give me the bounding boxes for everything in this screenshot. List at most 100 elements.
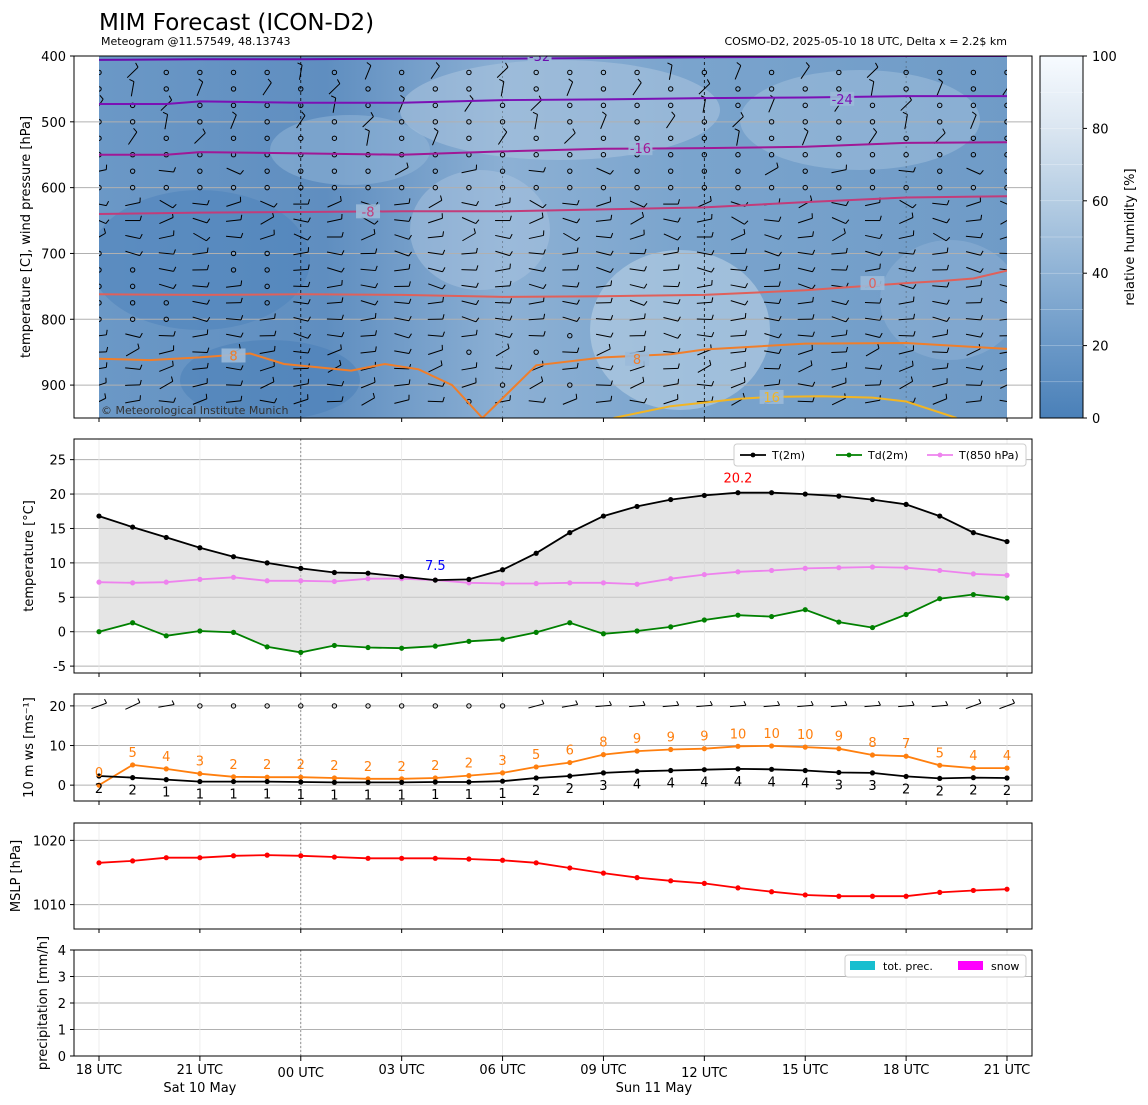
- barb-feather: [575, 393, 578, 399]
- barb-shaft: [932, 382, 948, 388]
- barb-feather: [778, 348, 782, 354]
- barb-feather: [475, 265, 479, 271]
- barb-feather: [980, 214, 983, 220]
- barb-shaft: [461, 202, 477, 207]
- barb-shaft: [461, 169, 477, 174]
- calm-wind-marker: [701, 168, 708, 174]
- barb-shaft: [629, 284, 645, 289]
- barb-feather: [677, 299, 681, 305]
- calm-wind-marker: [129, 168, 136, 174]
- colorbar-tick-label: 100: [1092, 50, 1117, 65]
- barb-shaft: [898, 301, 914, 305]
- barb-feather: [139, 215, 142, 221]
- wind-barb: [797, 396, 815, 403]
- wind-barb: [562, 316, 581, 322]
- panel-frame: [73, 822, 1033, 930]
- barb-feather: [475, 282, 479, 288]
- wind-speed-point: [970, 775, 976, 781]
- barb-feather: [297, 62, 303, 66]
- barb-shaft: [260, 216, 274, 225]
- wind-barb: [497, 127, 508, 145]
- x-tick-label: 15 UTC: [782, 1063, 828, 1078]
- barb-shaft: [663, 398, 678, 405]
- wind-barb: [91, 702, 107, 710]
- wind-barb: [630, 200, 648, 208]
- mslp-line: [98, 854, 1008, 898]
- wind-barb: [293, 199, 311, 205]
- wind-barb: [495, 343, 510, 357]
- t2m-point: [331, 569, 338, 576]
- wind-barb: [663, 247, 680, 256]
- wind-barb: [394, 234, 412, 240]
- y-tick-label: 0: [58, 779, 66, 794]
- barb-shaft: [495, 202, 510, 207]
- barb-feather: [879, 215, 882, 221]
- barb-shaft: [259, 350, 275, 354]
- barb-feather: [433, 127, 439, 132]
- gust-point: [668, 746, 674, 753]
- wind-barb: [663, 217, 681, 223]
- wind-barb: [226, 196, 242, 207]
- barb-feather: [307, 281, 311, 287]
- barb-shaft: [192, 351, 208, 353]
- mslp-point: [365, 855, 371, 861]
- barb-feather: [812, 296, 814, 302]
- td2m-point: [668, 624, 674, 630]
- barb-feather: [744, 300, 749, 306]
- calm-wind-marker: [869, 168, 876, 174]
- wind-barb: [427, 231, 445, 239]
- calm-wind-marker: [298, 135, 304, 141]
- barb-shaft: [130, 81, 135, 97]
- calm-wind-marker: [331, 168, 338, 174]
- wind-speed-point: [499, 778, 506, 784]
- wind-barb: [192, 299, 210, 305]
- mslp-point: [768, 889, 775, 895]
- wind-speed-label: 4: [700, 776, 708, 791]
- calm-wind-marker: [99, 86, 102, 92]
- barb-shaft: [293, 350, 309, 354]
- wind-barb: [99, 393, 107, 403]
- barb-feather: [341, 381, 345, 387]
- barb-feather: [608, 343, 611, 349]
- barb-shaft: [965, 219, 981, 222]
- calm-wind-marker: [163, 316, 169, 322]
- calm-wind-marker: [836, 135, 842, 141]
- legend-label: T(850 hPa): [958, 449, 1019, 462]
- calm-wind-marker: [735, 152, 741, 158]
- wind-barb: [764, 379, 781, 387]
- gust-point: [96, 782, 102, 788]
- barb-shaft: [427, 383, 443, 387]
- wind-barb: [663, 281, 681, 288]
- barb-feather: [913, 249, 916, 255]
- wind-barb: [192, 393, 208, 405]
- barb-feather: [980, 395, 983, 401]
- wind-barb: [595, 280, 613, 288]
- barb-shaft: [125, 202, 141, 207]
- barb-shaft: [125, 384, 141, 386]
- barb-shaft: [999, 252, 1007, 254]
- barb-feather: [576, 299, 580, 305]
- t850-point: [869, 564, 876, 570]
- barb-feather: [442, 331, 445, 337]
- barb-shaft: [595, 366, 611, 371]
- barb-feather: [274, 398, 278, 404]
- wind-speed-label: 3: [868, 779, 876, 794]
- wind-speed-point: [668, 767, 674, 774]
- wind-barb: [394, 333, 412, 339]
- isotherm-label: -16: [630, 142, 651, 157]
- gust-point: [533, 764, 539, 770]
- calm-wind-marker: [1004, 152, 1007, 158]
- barb-feather: [105, 329, 108, 335]
- isotherm-label: 8: [229, 349, 237, 364]
- barb-feather: [509, 233, 513, 239]
- gust-label: 2: [465, 757, 473, 772]
- calm-wind-marker: [264, 168, 270, 174]
- wind-speed-point: [399, 779, 405, 785]
- barb-shaft: [226, 201, 241, 207]
- calm-wind-marker: [99, 283, 102, 290]
- barb-shaft: [899, 380, 913, 390]
- panel-frame: [73, 693, 1033, 802]
- wind-speed-point: [567, 773, 573, 779]
- barb-shaft: [462, 232, 476, 242]
- wind-barb: [831, 377, 847, 388]
